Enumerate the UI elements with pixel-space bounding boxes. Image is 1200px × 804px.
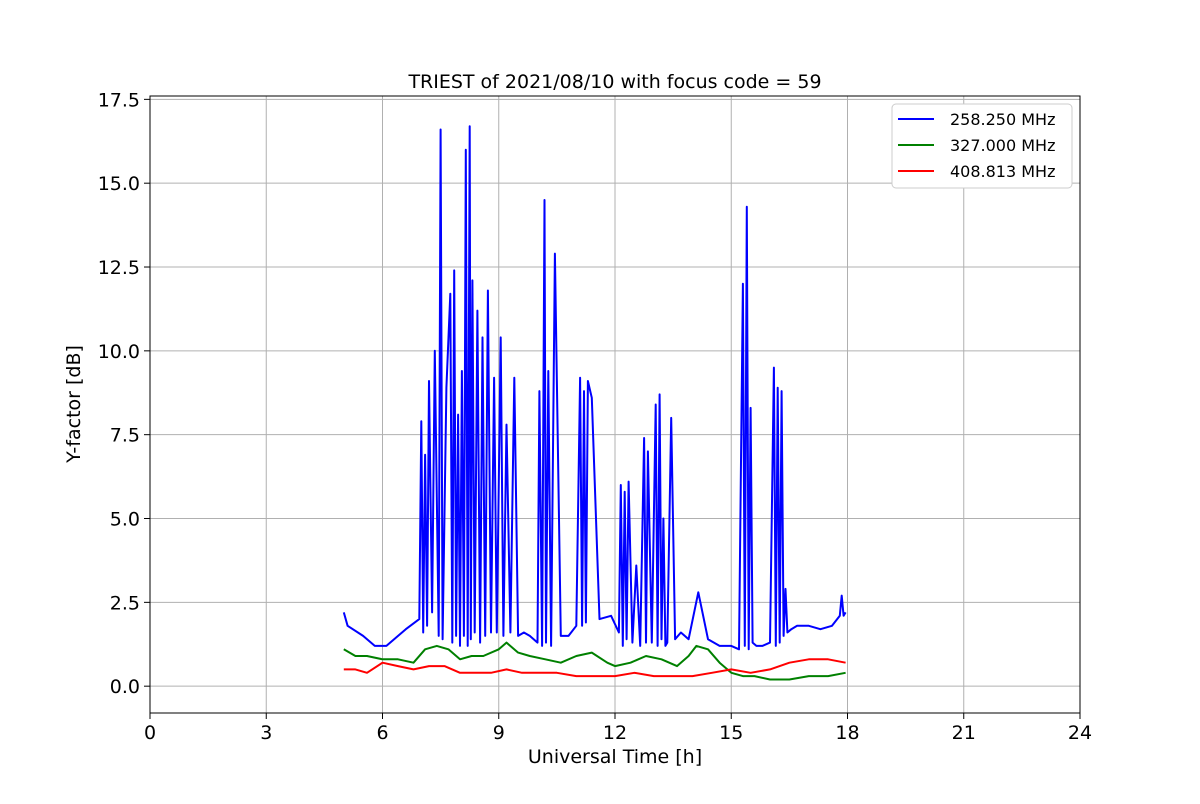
y-tick-label: 17.5: [98, 89, 140, 111]
series-line-2: [343, 641, 846, 681]
y-tick-label: 10.0: [98, 341, 140, 363]
x-tick-label: 9: [493, 722, 505, 744]
x-tick-label: 3: [260, 722, 272, 744]
legend-box: [891, 103, 1073, 189]
y-tick-label: 0.0: [110, 676, 140, 698]
y-tick-label: 7.5: [110, 425, 140, 447]
y-axis-label: Y-factor [dB]: [63, 345, 85, 464]
y-tick-label: 12.5: [98, 257, 140, 279]
y-tick-label: 5.0: [110, 509, 140, 531]
x-tick-label: 15: [719, 722, 743, 744]
x-tick-label: 18: [835, 722, 859, 744]
legend: 258.250 MHz 327.000 MHz 408.813 MHz: [891, 103, 1073, 189]
y-axis-ticks: 0.0 2.5 5.0 7.5 10.0 12.5 15.0 17.5: [98, 89, 150, 698]
series-line-1: [342, 125, 847, 651]
x-tick-label: 24: [1068, 722, 1092, 744]
x-axis-label: Universal Time [h]: [528, 746, 702, 768]
x-tick-label: 21: [952, 722, 976, 744]
x-axis-ticks: 0 3 6 9 12 15 18 21 24: [144, 713, 1092, 744]
chart-title: TRIEST of 2021/08/10 with focus code = 5…: [407, 71, 821, 93]
x-tick-label: 6: [376, 722, 388, 744]
y-tick-label: 15.0: [98, 173, 140, 195]
series-line-3: [343, 658, 846, 678]
legend-label: 258.250 MHz: [950, 110, 1055, 129]
legend-label: 408.813 MHz: [950, 162, 1055, 181]
y-tick-label: 2.5: [110, 592, 140, 614]
x-tick-label: 0: [144, 722, 156, 744]
x-tick-label: 12: [603, 722, 627, 744]
legend-label: 327.000 MHz: [950, 136, 1055, 155]
series-lines: [342, 125, 847, 681]
